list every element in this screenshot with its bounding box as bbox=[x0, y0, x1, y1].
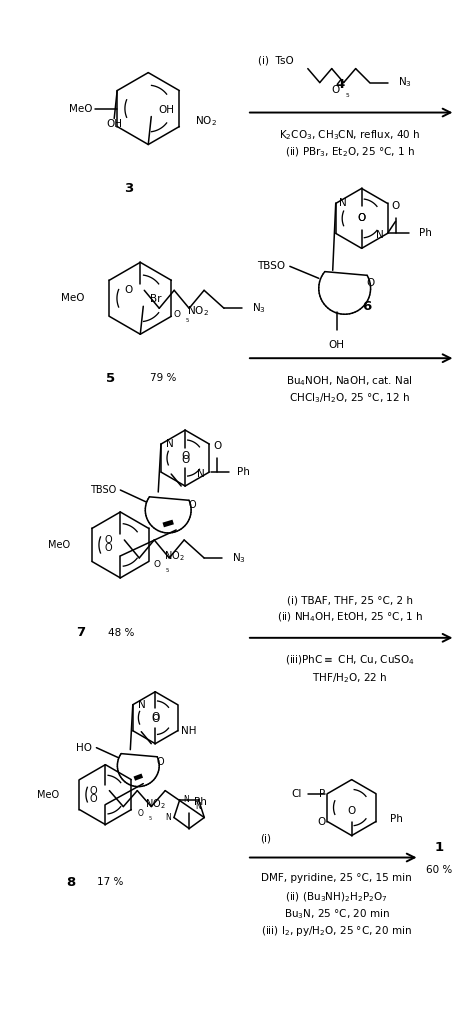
Text: HO: HO bbox=[76, 743, 92, 753]
Text: O: O bbox=[181, 451, 189, 461]
Text: N: N bbox=[197, 469, 204, 479]
Text: O: O bbox=[151, 714, 159, 724]
Text: TBSO: TBSO bbox=[257, 261, 285, 271]
Text: OH: OH bbox=[106, 119, 122, 129]
Text: 7: 7 bbox=[76, 626, 85, 639]
Text: N: N bbox=[196, 802, 201, 811]
Text: O: O bbox=[105, 543, 112, 553]
Text: $_5$: $_5$ bbox=[165, 566, 170, 574]
Text: THF/H$_2$O, 22 h: THF/H$_2$O, 22 h bbox=[312, 671, 387, 684]
Text: Cl: Cl bbox=[291, 789, 301, 799]
Text: NO$_2$: NO$_2$ bbox=[195, 115, 217, 129]
Text: O: O bbox=[154, 560, 161, 569]
Text: MeO: MeO bbox=[69, 104, 92, 114]
Text: K$_2$CO$_3$, CH$_3$CN, reflux, 40 h: K$_2$CO$_3$, CH$_3$CN, reflux, 40 h bbox=[279, 129, 420, 142]
Text: Ph: Ph bbox=[419, 228, 432, 239]
Text: O: O bbox=[90, 794, 98, 804]
Text: O: O bbox=[392, 201, 400, 211]
Text: (ii) (Bu$_3$NH)$_2$H$_2$P$_2$O$_7$: (ii) (Bu$_3$NH)$_2$H$_2$P$_2$O$_7$ bbox=[285, 890, 388, 904]
Text: O: O bbox=[357, 213, 366, 223]
Text: O: O bbox=[124, 285, 132, 295]
Text: (i) TBAF, THF, 25 °C, 2 h: (i) TBAF, THF, 25 °C, 2 h bbox=[287, 596, 413, 606]
Text: Ph: Ph bbox=[237, 467, 250, 477]
Text: O: O bbox=[347, 806, 356, 816]
Text: MeO: MeO bbox=[61, 293, 84, 303]
Text: N: N bbox=[183, 795, 189, 804]
Text: O: O bbox=[357, 213, 366, 223]
Text: Ph: Ph bbox=[194, 797, 207, 807]
Text: $_5$: $_5$ bbox=[148, 815, 153, 823]
Text: OH: OH bbox=[328, 340, 345, 350]
Text: 4: 4 bbox=[335, 78, 344, 91]
Text: (iii)PhC$\equiv$ CH, Cu, CuSO$_4$: (iii)PhC$\equiv$ CH, Cu, CuSO$_4$ bbox=[285, 654, 415, 668]
Text: N$_3$: N$_3$ bbox=[252, 301, 266, 316]
Text: OH: OH bbox=[158, 105, 174, 115]
Text: DMF, pyridine, 25 °C, 15 min: DMF, pyridine, 25 °C, 15 min bbox=[261, 874, 412, 883]
Text: O: O bbox=[366, 278, 375, 288]
Text: Bu$_4$NOH, NaOH, cat. NaI: Bu$_4$NOH, NaOH, cat. NaI bbox=[286, 375, 413, 388]
Text: N: N bbox=[165, 813, 171, 822]
Text: (iii) I$_2$, py/H$_2$O, 25 °C, 20 min: (iii) I$_2$, py/H$_2$O, 25 °C, 20 min bbox=[261, 925, 412, 939]
Text: O: O bbox=[137, 809, 143, 818]
Text: O: O bbox=[90, 786, 98, 796]
Text: NO$_2$: NO$_2$ bbox=[164, 549, 184, 563]
Text: 17 %: 17 % bbox=[98, 878, 124, 887]
Text: 8: 8 bbox=[66, 876, 75, 889]
Text: N: N bbox=[138, 699, 146, 709]
Text: O: O bbox=[156, 756, 164, 766]
Text: O: O bbox=[181, 455, 189, 465]
Text: O: O bbox=[188, 500, 196, 510]
Text: NO$_2$: NO$_2$ bbox=[187, 304, 209, 318]
Text: N$_3$: N$_3$ bbox=[232, 551, 246, 564]
Text: O: O bbox=[173, 311, 181, 320]
Text: 3: 3 bbox=[124, 182, 133, 195]
Text: P: P bbox=[319, 789, 326, 799]
Text: 48 %: 48 % bbox=[109, 628, 135, 637]
Text: CHCl$_3$/H$_2$O, 25 °C, 12 h: CHCl$_3$/H$_2$O, 25 °C, 12 h bbox=[289, 391, 410, 405]
Text: NO$_2$: NO$_2$ bbox=[145, 798, 166, 812]
Text: (ii) NH$_4$OH, EtOH, 25 °C, 1 h: (ii) NH$_4$OH, EtOH, 25 °C, 1 h bbox=[276, 610, 423, 624]
Text: Ph: Ph bbox=[390, 814, 403, 823]
Text: TBSO: TBSO bbox=[90, 485, 116, 495]
Text: O: O bbox=[332, 84, 340, 94]
Text: (ii) PBr$_3$, Et$_2$O, 25 °C, 1 h: (ii) PBr$_3$, Et$_2$O, 25 °C, 1 h bbox=[285, 145, 415, 159]
Text: MeO: MeO bbox=[37, 790, 60, 800]
Text: (i)  TsO: (i) TsO bbox=[258, 56, 294, 66]
Text: N: N bbox=[376, 230, 383, 241]
Text: O: O bbox=[213, 442, 221, 451]
Text: NH: NH bbox=[181, 726, 196, 736]
Text: $_5$: $_5$ bbox=[185, 317, 190, 325]
Text: N: N bbox=[339, 198, 346, 208]
Text: Bu$_3$N, 25 °C, 20 min: Bu$_3$N, 25 °C, 20 min bbox=[284, 907, 390, 922]
Text: N: N bbox=[166, 439, 173, 449]
Text: $_5$: $_5$ bbox=[345, 90, 350, 99]
Text: N$_3$: N$_3$ bbox=[398, 76, 411, 89]
Text: 79 %: 79 % bbox=[150, 374, 177, 384]
Text: 6: 6 bbox=[362, 299, 371, 313]
Text: 60 %: 60 % bbox=[426, 865, 453, 875]
Text: Br: Br bbox=[150, 294, 162, 304]
Text: 5: 5 bbox=[106, 371, 115, 385]
Text: MeO: MeO bbox=[48, 540, 70, 550]
Text: O: O bbox=[317, 817, 326, 826]
Text: 1: 1 bbox=[435, 841, 444, 854]
Text: (i): (i) bbox=[260, 833, 271, 843]
Text: O: O bbox=[105, 535, 112, 545]
Text: O: O bbox=[151, 712, 159, 722]
